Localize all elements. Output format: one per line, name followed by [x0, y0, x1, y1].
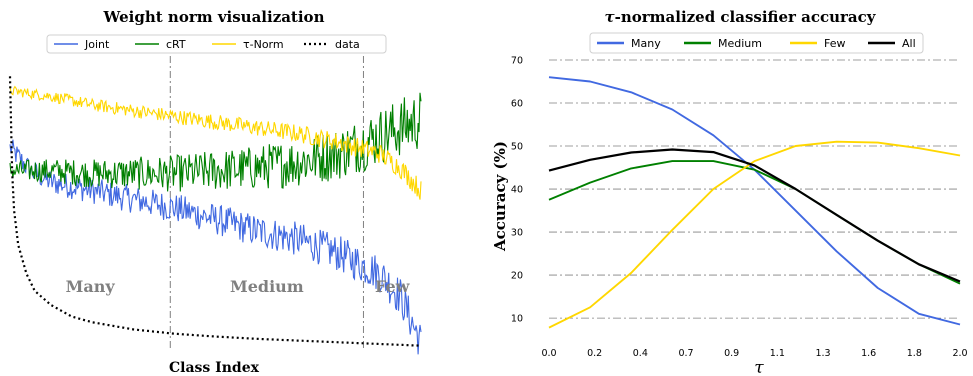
region-label-few: Few	[375, 277, 411, 296]
series-line-crt	[9, 92, 422, 192]
left-region-labels: Many Medium Few	[66, 277, 411, 296]
x-tick-label: 1.1	[770, 348, 785, 359]
series-line-medium	[548, 160, 961, 285]
right-axis-ticks: 10 20 30 40 50 60 70 0.0 0.2 0.4 0.7 0.9 1.1 1.3 1.6 1.…	[511, 56, 968, 360]
region-label-medium: Medium	[230, 277, 304, 296]
region-label-many: Many	[66, 277, 116, 296]
left-chart-xlabel: Class Index	[169, 360, 260, 376]
legend-label-few: Few	[824, 37, 846, 50]
right-chart-title: τ-normalized classifier accuracy	[605, 8, 877, 26]
right-chart-xlabel: τ	[754, 358, 764, 376]
x-tick-label: 0.9	[724, 348, 739, 359]
x-tick-label: 1.6	[861, 348, 876, 359]
x-tick-label: 0.7	[678, 348, 693, 359]
legend-label-norm: τ-Norm	[243, 38, 284, 51]
legend-label-many: Many	[631, 37, 661, 50]
series-line-data	[8, 76, 422, 347]
right-legend-box	[589, 32, 924, 54]
x-tick-label: 0.2	[587, 348, 602, 359]
x-tick-label: 0.4	[633, 348, 648, 359]
right-legend: Many Medium Few All	[589, 32, 924, 54]
series-line-few	[548, 140, 961, 329]
x-tick-label: 1.8	[907, 348, 922, 359]
left-series-lines	[8, 56, 422, 355]
left-legend: Joint cRT τ-Norm data	[46, 34, 387, 54]
series-line-all	[548, 148, 961, 283]
y-tick-label: 40	[511, 185, 523, 196]
legend-label-data: data	[335, 38, 360, 51]
legend-label-joint: Joint	[84, 38, 110, 51]
legend-label-medium: Medium	[718, 37, 762, 50]
y-tick-label: 30	[511, 228, 523, 239]
x-tick-label: 0.0	[541, 348, 556, 359]
y-tick-label: 60	[511, 99, 523, 110]
left-chart-title: Weight norm visualization	[103, 8, 325, 26]
y-tick-label: 70	[511, 56, 523, 67]
weight-norm-chart: Weight norm visualization Joint cRT τ-Norm…	[8, 8, 422, 376]
legend-label-all: All	[902, 37, 916, 50]
y-tick-label: 20	[511, 271, 523, 282]
y-tick-label: 10	[511, 314, 523, 325]
right-chart-ylabel: Accuracy (%)	[491, 141, 509, 252]
series-line-joint	[9, 139, 422, 355]
right-series-lines	[548, 76, 961, 329]
series-line-norm	[9, 85, 422, 200]
x-tick-label: 2.0	[952, 348, 967, 359]
y-tick-label: 50	[511, 142, 523, 153]
series-line-many	[548, 76, 961, 326]
x-tick-label: 1.3	[815, 348, 830, 359]
right-grid	[549, 59, 960, 319]
accuracy-chart: τ-normalized classifier accuracy 10 20 30 4…	[491, 8, 968, 376]
legend-label-crt: cRT	[166, 38, 186, 51]
